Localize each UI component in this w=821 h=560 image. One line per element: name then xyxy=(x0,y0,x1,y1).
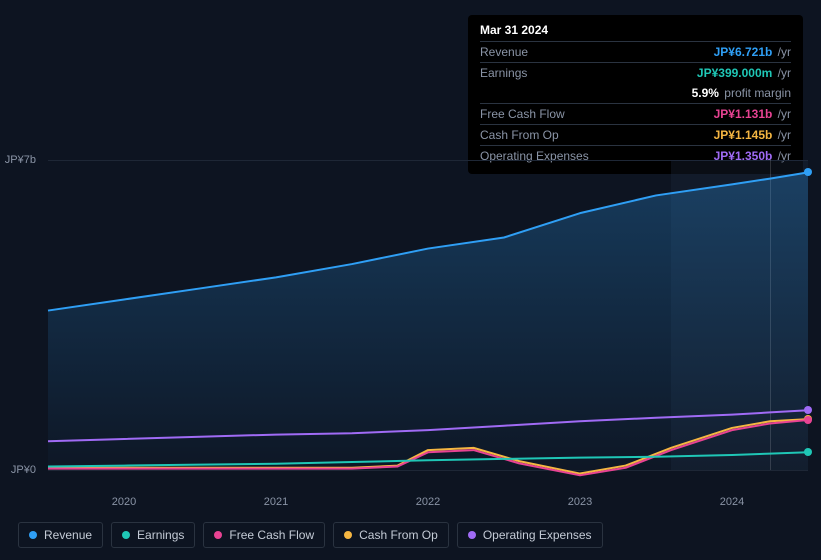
tooltip-row-label: Cash From Op xyxy=(480,128,559,142)
x-axis-tick-label: 2020 xyxy=(112,496,136,508)
tooltip-row-value: JP¥399.000m /yr xyxy=(697,66,791,80)
legend-item[interactable]: Operating Expenses xyxy=(457,522,603,548)
chart-svg xyxy=(48,160,808,470)
tooltip-row: 5.9% profit margin xyxy=(480,83,791,103)
tooltip-row: Earnings JP¥399.000m /yr xyxy=(480,62,791,83)
x-axis-tick-label: 2021 xyxy=(264,496,288,508)
legend-item[interactable]: Earnings xyxy=(111,522,195,548)
tooltip-row-value: JP¥6.721b /yr xyxy=(714,45,791,59)
series-endpoint-marker xyxy=(804,416,812,424)
x-axis-tick-label: 2022 xyxy=(416,496,440,508)
legend-item[interactable]: Revenue xyxy=(18,522,103,548)
legend-label: Operating Expenses xyxy=(483,528,592,542)
tooltip-row: Revenue JP¥6.721b /yr xyxy=(480,41,791,62)
series-endpoint-marker xyxy=(804,448,812,456)
tooltip-row-label: Free Cash Flow xyxy=(480,107,565,121)
legend-label: Earnings xyxy=(137,528,184,542)
legend-label: Free Cash Flow xyxy=(229,528,314,542)
tooltip-row-label: Earnings xyxy=(480,66,527,80)
x-axis-labels: 2020 2021 2022 2023 2024 xyxy=(48,496,808,512)
tooltip-row: Cash From Op JP¥1.145b /yr xyxy=(480,124,791,145)
legend-dot-icon xyxy=(29,531,37,539)
chart-legend: Revenue Earnings Free Cash Flow Cash From O… xyxy=(18,522,603,548)
series-endpoint-marker xyxy=(804,406,812,414)
legend-item[interactable]: Cash From Op xyxy=(333,522,449,548)
tooltip-rows: Revenue JP¥6.721b /yr Earnings JP¥399.000m … xyxy=(480,41,791,166)
x-axis-tick-label: 2023 xyxy=(568,496,592,508)
tooltip-date: Mar 31 2024 xyxy=(480,23,791,41)
series-fill xyxy=(48,172,808,470)
y-axis-label-bottom: JP¥0 xyxy=(11,464,36,476)
y-axis-label-top: JP¥7b xyxy=(5,154,36,166)
gridline-bottom xyxy=(48,470,808,471)
tooltip-row-value: 5.9% profit margin xyxy=(692,86,791,100)
legend-dot-icon xyxy=(344,531,352,539)
legend-dot-icon xyxy=(122,531,130,539)
legend-dot-icon xyxy=(214,531,222,539)
series-endpoint-marker xyxy=(804,168,812,176)
legend-item[interactable]: Free Cash Flow xyxy=(203,522,325,548)
chart-area[interactable]: JP¥7b JP¥0 20202021202220232024 xyxy=(18,160,808,490)
tooltip-row-value: JP¥1.145b /yr xyxy=(714,128,791,142)
legend-label: Revenue xyxy=(44,528,92,542)
tooltip-row-value: JP¥1.131b /yr xyxy=(714,107,791,121)
tooltip-row: Free Cash Flow JP¥1.131b /yr xyxy=(480,103,791,124)
x-axis-tick-label: 2024 xyxy=(720,496,744,508)
tooltip-row-label: Revenue xyxy=(480,45,528,59)
chart-tooltip: Mar 31 2024 Revenue JP¥6.721b /yr Earnings… xyxy=(468,15,803,174)
legend-dot-icon xyxy=(468,531,476,539)
plot-region xyxy=(48,160,808,470)
legend-label: Cash From Op xyxy=(359,528,438,542)
